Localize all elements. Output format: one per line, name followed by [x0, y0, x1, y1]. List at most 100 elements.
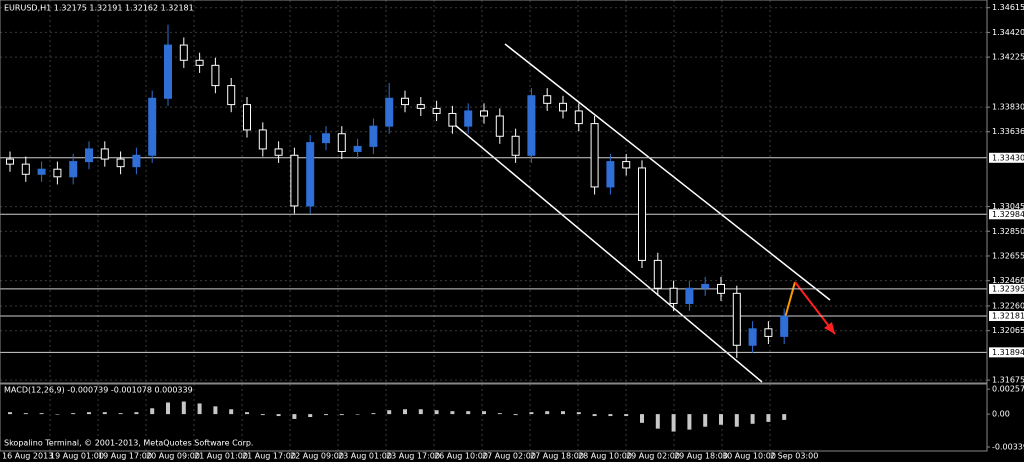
y-tick-label: 1.34615: [992, 3, 1024, 12]
macd-bar: [687, 414, 692, 430]
level-label: 1.31894: [992, 348, 1024, 357]
y-tick-label: 1.32260: [992, 302, 1024, 311]
macd-bar: [592, 414, 597, 417]
macd-title: MACD(12,26,9) -0.000739 -0.001078 0.0003…: [4, 386, 193, 395]
macd-bar: [181, 401, 186, 415]
y-tick-label: 1.34420: [992, 28, 1024, 37]
macd-bar: [766, 414, 771, 422]
x-tick-label: 2 Sep 03:00: [770, 452, 818, 461]
y-tick-label: 1.31675: [992, 376, 1024, 385]
macd-bar: [750, 414, 755, 424]
macd-bar: [782, 414, 787, 420]
macd-bar: [55, 414, 60, 415]
macd-bar: [87, 412, 91, 415]
macd-bar: [703, 414, 708, 427]
candle-body: [416, 104, 425, 109]
macd-bar: [387, 410, 392, 415]
macd-bar: [640, 414, 644, 423]
candle-body: [195, 59, 204, 66]
candle-body: [53, 168, 62, 178]
candle-body: [432, 107, 441, 114]
macd-bar: [576, 412, 581, 415]
x-tick-label: 21 Aug 01:00: [194, 452, 248, 461]
candle-body: [574, 110, 583, 125]
arrow-head: [824, 322, 835, 334]
candle-body: [590, 123, 599, 188]
candle-body: [337, 133, 346, 152]
macd-bar: [197, 403, 202, 415]
candle-body: [290, 154, 299, 207]
x-tick-label: 27 Aug 02:00: [482, 452, 536, 461]
macd-bar: [355, 414, 360, 415]
candle-body: [622, 161, 631, 169]
macd-bar: [482, 411, 486, 415]
macd-bar: [308, 414, 313, 418]
candle-body: [543, 95, 552, 104]
y-tick-label: 1.33636: [992, 127, 1024, 136]
macd-bar: [71, 413, 76, 415]
candle-body: [511, 135, 520, 156]
level-label-box: [989, 311, 1024, 322]
macd-bar: [39, 413, 44, 415]
candle-body: [258, 129, 267, 150]
candle-body: [116, 158, 125, 168]
x-tick-label: 26 Aug 10:00: [434, 452, 488, 461]
candle-body: [764, 328, 773, 337]
macd-frame: [0, 383, 988, 452]
x-tick-label: 28 Aug 10:00: [578, 452, 632, 461]
macd-bar: [23, 413, 28, 415]
candle-body: [606, 161, 615, 188]
candle-body: [385, 97, 394, 127]
trend-line: [454, 124, 763, 383]
macd-bar: [466, 411, 471, 415]
candle-body: [527, 95, 536, 156]
macd-bar: [166, 402, 170, 415]
labels: 1.34615 1.34420 1.34225 1.33830 1.33636 1.330…: [2, 3, 1024, 461]
y-tick-label: 1.33045: [992, 202, 1024, 211]
x-tick-label: 30 Aug 10:00: [722, 452, 776, 461]
macd-tick-label: 0.002575: [992, 385, 1024, 394]
macd-bar: [434, 410, 439, 415]
macd-bar: [118, 413, 123, 415]
trend-line: [504, 43, 831, 301]
candle-body: [669, 287, 678, 304]
macd-bar: [150, 408, 155, 415]
x-tick-label: 29 Aug 02:00: [626, 452, 680, 461]
x-tick-label: 27 Aug 18:00: [530, 452, 584, 461]
macd-bar: [276, 414, 281, 417]
candle-body: [37, 168, 46, 175]
x-tick-label: 23 Aug 01:00: [338, 452, 392, 461]
macd-bar: [545, 411, 550, 415]
macd-bar: [229, 409, 234, 415]
macd-bar: [734, 414, 739, 427]
macd-bar: [655, 414, 660, 429]
macd-tick-label: -0.003395: [992, 443, 1024, 452]
macd-bar: [245, 412, 249, 415]
candle-body: [353, 145, 362, 152]
candle-body: [653, 259, 662, 289]
candle-body: [164, 44, 172, 99]
macd-bar: [671, 414, 676, 432]
candle-body: [227, 85, 236, 106]
macd-tick-label: 0.00: [992, 410, 1010, 419]
grid: [0, 0, 987, 451]
price-frame: [0, 0, 988, 384]
macd-bar: [561, 411, 565, 415]
candle-body: [717, 283, 725, 294]
chart-title: EURUSD,H1 1.32175 1.32191 1.32162 1.3218…: [4, 4, 194, 13]
macd-bar: [624, 414, 629, 417]
candle-body: [369, 125, 378, 147]
candle-body: [148, 97, 157, 156]
candle-body: [100, 148, 109, 160]
x-tick-label: 21 Aug 17:00: [242, 452, 296, 461]
candle-body: [559, 102, 567, 112]
candle-body: [480, 110, 488, 117]
marks: [0, 24, 987, 432]
x-tick-label: 23 Aug 17:00: [386, 452, 440, 461]
footer: Skopalino Terminal, © 2001-2013, MetaQuo…: [4, 439, 253, 448]
candle-body: [464, 110, 473, 127]
candle-body: [732, 292, 741, 346]
macd-bar: [450, 411, 455, 415]
y-tick-label: 1.34225: [992, 53, 1024, 62]
